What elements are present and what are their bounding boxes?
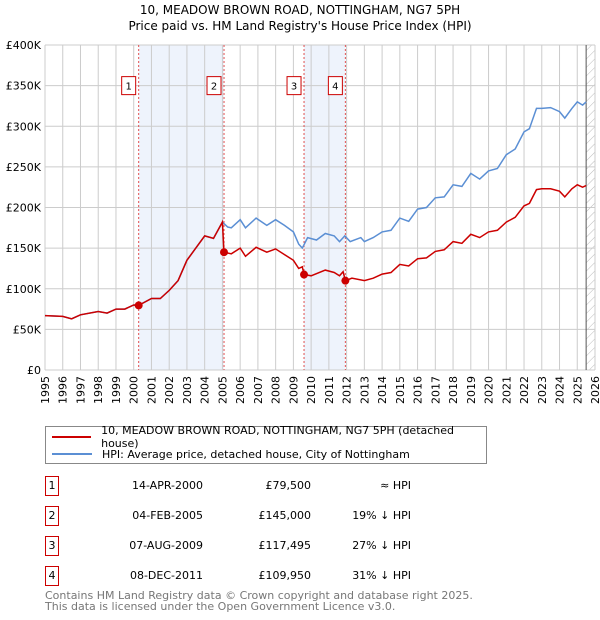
x-tick-label: 1995 (39, 376, 52, 404)
x-tick-label: 2023 (536, 376, 549, 404)
x-tick-label: 2014 (376, 376, 389, 404)
sale-price: £145,000 (258, 509, 312, 522)
x-tick-label: 2026 (589, 376, 600, 404)
sale-hpi-diff: 19% ↓ HPI (352, 509, 411, 522)
sale-number: 1 (45, 476, 59, 496)
sale-label: 1 (125, 82, 131, 93)
legend-swatch-blue (52, 453, 92, 455)
x-tick-label: 2019 (465, 376, 478, 404)
footer: Contains HM Land Registry data © Crown c… (45, 590, 473, 612)
sale-label-box (206, 76, 222, 96)
y-tick-label: £400K (6, 39, 42, 52)
y-tick-label: £300K (6, 120, 42, 133)
footer-line: Contains HM Land Registry data © Crown c… (45, 589, 473, 602)
sale-date: 04-FEB-2005 (132, 509, 203, 522)
legend-item-hpi: HPI: Average price, detached house, City… (52, 446, 410, 462)
x-tick-label: 2002 (163, 376, 176, 404)
sale-label: 2 (211, 82, 217, 93)
x-tick-label: 2000 (128, 376, 141, 404)
x-tick-label: 1997 (74, 376, 87, 404)
x-tick-label: 2016 (412, 376, 425, 404)
y-tick-label: £350K (6, 80, 42, 93)
chart-subtitle: Price paid vs. HM Land Registry's House … (128, 19, 472, 33)
sale-price: £117,495 (258, 539, 312, 552)
x-tick-label: 2017 (429, 376, 442, 404)
sale-label-box (121, 76, 137, 96)
x-tick-label: 2007 (252, 376, 265, 404)
sale-label: 4 (332, 82, 338, 93)
x-tick-label: 2024 (554, 376, 567, 404)
sale-row: 1 14-APR-2000 £79,500 ≈ HPI (45, 476, 445, 496)
legend-swatch-red (52, 436, 92, 438)
x-tick-label: 1998 (92, 376, 105, 404)
y-tick-label: £0 (27, 364, 41, 377)
x-tick-label: 2003 (181, 376, 194, 404)
x-tick-label: 2025 (571, 376, 584, 404)
x-tick-label: 2005 (216, 376, 229, 404)
y-tick-label: £250K (6, 161, 42, 174)
sale-point (134, 301, 143, 310)
chart-title: 10, MEADOW BROWN ROAD, NOTTINGHAM, NG7 5… (139, 3, 461, 17)
sale-hpi-diff: ≈ HPI (380, 479, 411, 492)
sale-number: 3 (45, 536, 59, 556)
x-tick-label: 2008 (270, 376, 283, 404)
sale-row: 2 04-FEB-2005 £145,000 19% ↓ HPI (45, 506, 445, 526)
sale-label: 3 (291, 82, 297, 93)
x-tick-label: 2004 (199, 376, 212, 404)
x-tick-label: 2009 (287, 376, 300, 404)
price-chart: 1995 1996 1997 1998 1999 2000 2001 2002 2003 2004… (6, 39, 600, 404)
legend-item-property: 10, MEADOW BROWN ROAD, NOTTINGHAM, NG7 5… (52, 424, 486, 450)
x-tick-label: 2012 (341, 376, 354, 404)
sale-date: 07-AUG-2009 (129, 539, 203, 552)
y-tick-label: £100K (6, 283, 42, 296)
x-tick-label: 2015 (394, 376, 407, 404)
sale-number: 2 (45, 506, 59, 526)
sale-point (300, 270, 309, 279)
y-tick-label: £50K (13, 323, 42, 336)
sale-row: 3 07-AUG-2009 £117,495 27% ↓ HPI (45, 536, 445, 556)
property-price-line (44, 183, 587, 320)
legend-label: 10, MEADOW BROWN ROAD, NOTTINGHAM, NG7 5… (101, 424, 455, 450)
legend: 10, MEADOW BROWN ROAD, NOTTINGHAM, NG7 5… (45, 424, 487, 464)
x-tick-label: 1996 (57, 376, 70, 404)
y-tick-label: £200K (6, 202, 42, 215)
sale-point (220, 248, 229, 257)
sale-label-box (286, 76, 302, 96)
legend-label: HPI: Average price, detached house, City… (102, 447, 410, 461)
x-tick-label: 2020 (483, 376, 496, 404)
x-tick-label: 2006 (234, 376, 247, 404)
sale-price: £109,950 (258, 569, 312, 582)
sale-number: 4 (45, 566, 59, 586)
footer-line: This data is licensed under the Open Gov… (45, 600, 396, 613)
sale-point (341, 276, 350, 285)
x-tick-label: 1999 (110, 376, 123, 404)
sale-price: £79,500 (265, 479, 312, 492)
x-tick-label: 2013 (358, 376, 371, 404)
sale-hpi-diff: 27% ↓ HPI (352, 539, 411, 552)
sale-date: 08-DEC-2011 (129, 569, 203, 582)
x-tick-label: 2011 (323, 376, 336, 404)
x-tick-label: 2010 (305, 376, 318, 404)
x-tick-label: 2001 (145, 376, 158, 404)
sale-date: 14-APR-2000 (131, 479, 203, 492)
x-tick-label: 2022 (518, 376, 531, 404)
sale-label-box (327, 76, 343, 96)
y-tick-label: £150K (6, 242, 42, 255)
x-tick-label: 2018 (447, 376, 460, 404)
sale-row: 4 08-DEC-2011 £109,950 31% ↓ HPI (45, 566, 445, 586)
sale-hpi-diff: 31% ↓ HPI (352, 569, 411, 582)
x-tick-label: 2021 (500, 376, 513, 404)
